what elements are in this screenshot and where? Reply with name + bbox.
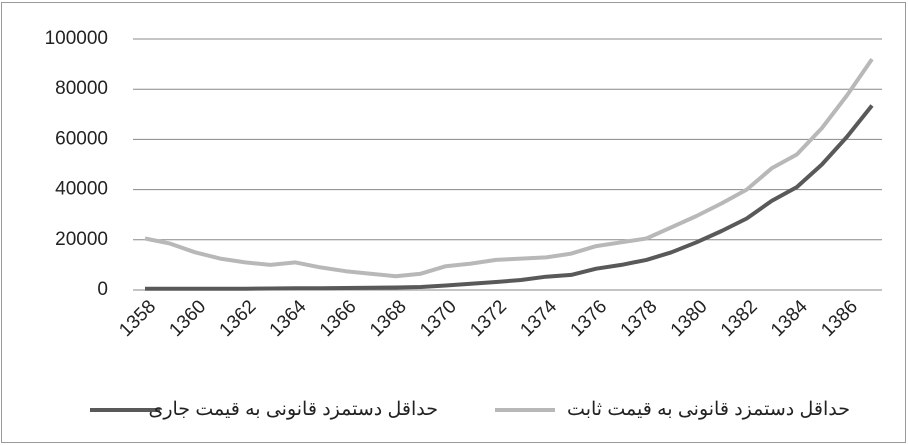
y-tick-label: 100000 — [45, 28, 108, 49]
y-tick-label: 80000 — [55, 78, 108, 99]
y-tick-label: 20000 — [55, 229, 108, 250]
legend-label: حداقل دستمزد قانونی به قیمت جاری — [148, 399, 438, 420]
legend-label: حداقل دستمزد قانونی به قیمت ثابت — [567, 399, 850, 420]
series-line — [145, 104, 874, 291]
series-line — [144, 57, 874, 279]
y-tick-label: 40000 — [55, 179, 108, 200]
y-tick-label: 60000 — [55, 128, 108, 149]
y-tick-label: 0 — [97, 279, 108, 300]
